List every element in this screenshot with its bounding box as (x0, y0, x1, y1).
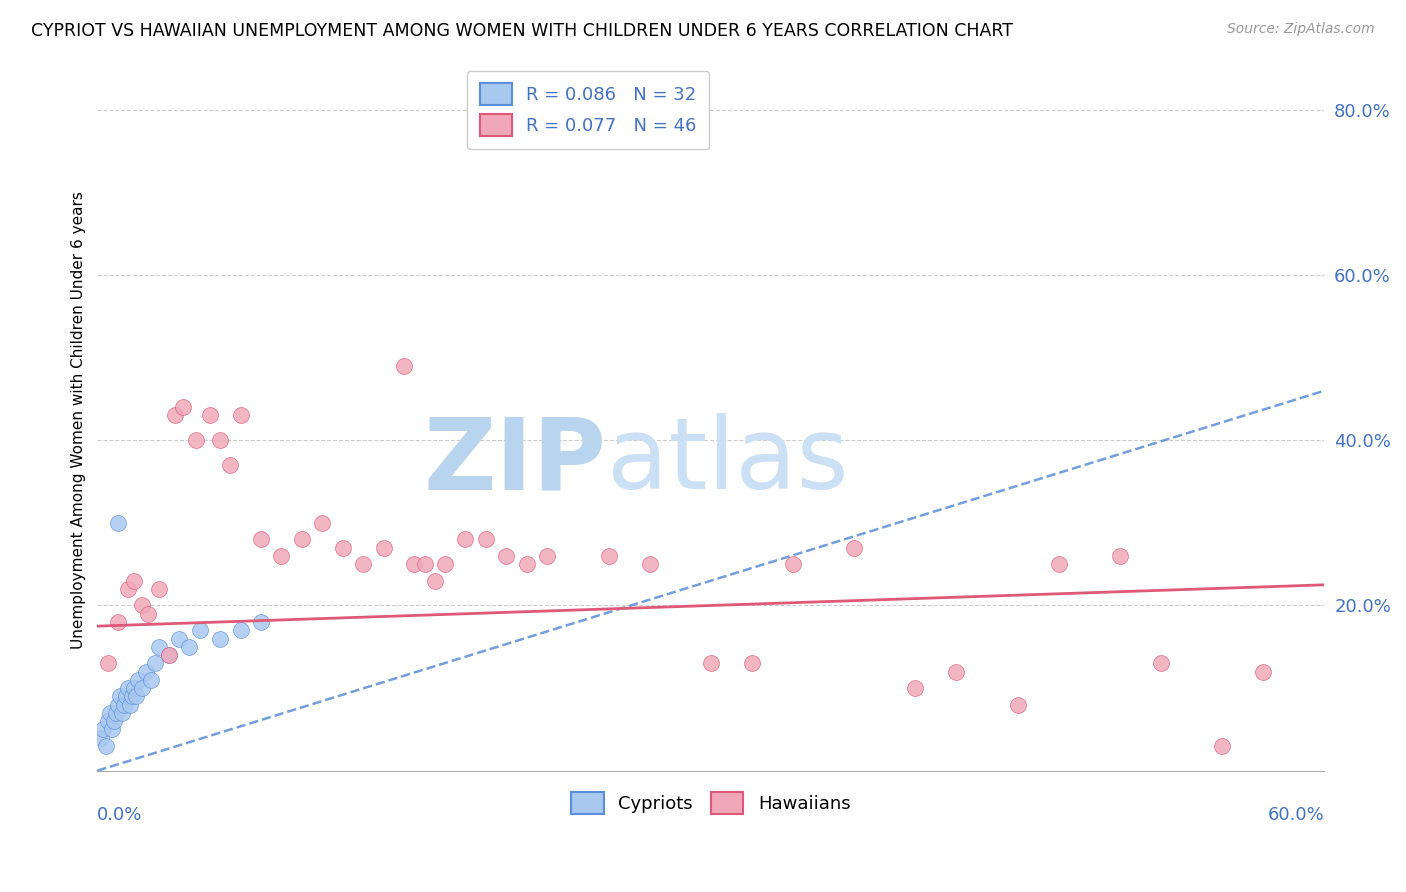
Point (638, 557, 661, 571)
Text: Source: ZipAtlas.com: Source: ZipAtlas.com (1227, 22, 1375, 37)
Point (131, 599, 153, 613)
Point (184, 434, 207, 448)
Point (125, 690, 148, 704)
Point (392, 359, 415, 373)
Point (115, 690, 138, 704)
Point (516, 557, 538, 571)
Point (122, 681, 145, 695)
Point (332, 541, 354, 555)
Point (1047, 557, 1070, 571)
Point (148, 640, 170, 654)
Point (945, 665, 967, 679)
Point (352, 557, 374, 571)
Point (495, 549, 517, 563)
Point (135, 665, 157, 679)
Point (90, 731, 112, 745)
Point (209, 434, 232, 448)
Point (107, 516, 129, 530)
Point (157, 648, 180, 662)
Legend: Cypriots, Hawaiians: Cypriots, Hawaiians (561, 781, 862, 825)
Point (1211, 739, 1233, 753)
Text: atlas: atlas (606, 413, 848, 510)
Point (172, 401, 194, 415)
Y-axis label: Unemployment Among Women with Children Under 6 years: Unemployment Among Women with Children U… (72, 191, 86, 648)
Point (100, 723, 122, 737)
Point (311, 516, 333, 530)
Point (121, 690, 143, 704)
Point (165, 409, 187, 423)
Point (117, 681, 139, 695)
Point (373, 541, 395, 555)
Point (120, 698, 142, 712)
Point (97, 714, 120, 728)
Point (454, 533, 477, 547)
Point (741, 657, 763, 671)
Point (112, 698, 135, 712)
Point (842, 541, 865, 555)
Point (107, 698, 129, 712)
Point (179, 640, 201, 654)
Point (229, 624, 252, 638)
Point (108, 690, 131, 704)
Point (139, 673, 162, 687)
Point (167, 632, 190, 646)
Point (111, 706, 134, 720)
Point (198, 409, 221, 423)
Point (229, 409, 252, 423)
Text: 0.0%: 0.0% (97, 805, 143, 824)
Point (209, 632, 232, 646)
Point (138, 607, 160, 621)
Point (1109, 549, 1132, 563)
Point (1150, 657, 1173, 671)
Point (1007, 698, 1029, 712)
Point (104, 706, 127, 720)
Point (219, 458, 242, 472)
Text: CYPRIOT VS HAWAIIAN UNEMPLOYMENT AMONG WOMEN WITH CHILDREN UNDER 6 YEARS CORRELA: CYPRIOT VS HAWAIIAN UNEMPLOYMENT AMONG W… (31, 22, 1012, 40)
Point (270, 549, 292, 563)
Point (904, 681, 927, 695)
Point (143, 657, 166, 671)
Point (475, 533, 498, 547)
Point (94, 739, 117, 753)
Point (117, 582, 139, 596)
Point (250, 533, 273, 547)
Point (700, 657, 723, 671)
Point (536, 549, 558, 563)
Point (413, 557, 436, 571)
Point (1251, 665, 1274, 679)
Point (423, 574, 446, 588)
Point (98, 706, 121, 720)
Point (250, 615, 273, 629)
Point (93, 723, 115, 737)
Point (127, 673, 149, 687)
Point (103, 714, 125, 728)
Text: ZIP: ZIP (423, 413, 606, 510)
Point (782, 557, 804, 571)
Point (291, 533, 314, 547)
Point (107, 615, 129, 629)
Point (97, 657, 120, 671)
Point (148, 582, 170, 596)
Point (122, 574, 145, 588)
Point (131, 681, 153, 695)
Point (188, 624, 211, 638)
Point (404, 557, 426, 571)
Point (157, 648, 180, 662)
Point (434, 557, 457, 571)
Text: 60.0%: 60.0% (1268, 805, 1324, 824)
Point (598, 549, 620, 563)
